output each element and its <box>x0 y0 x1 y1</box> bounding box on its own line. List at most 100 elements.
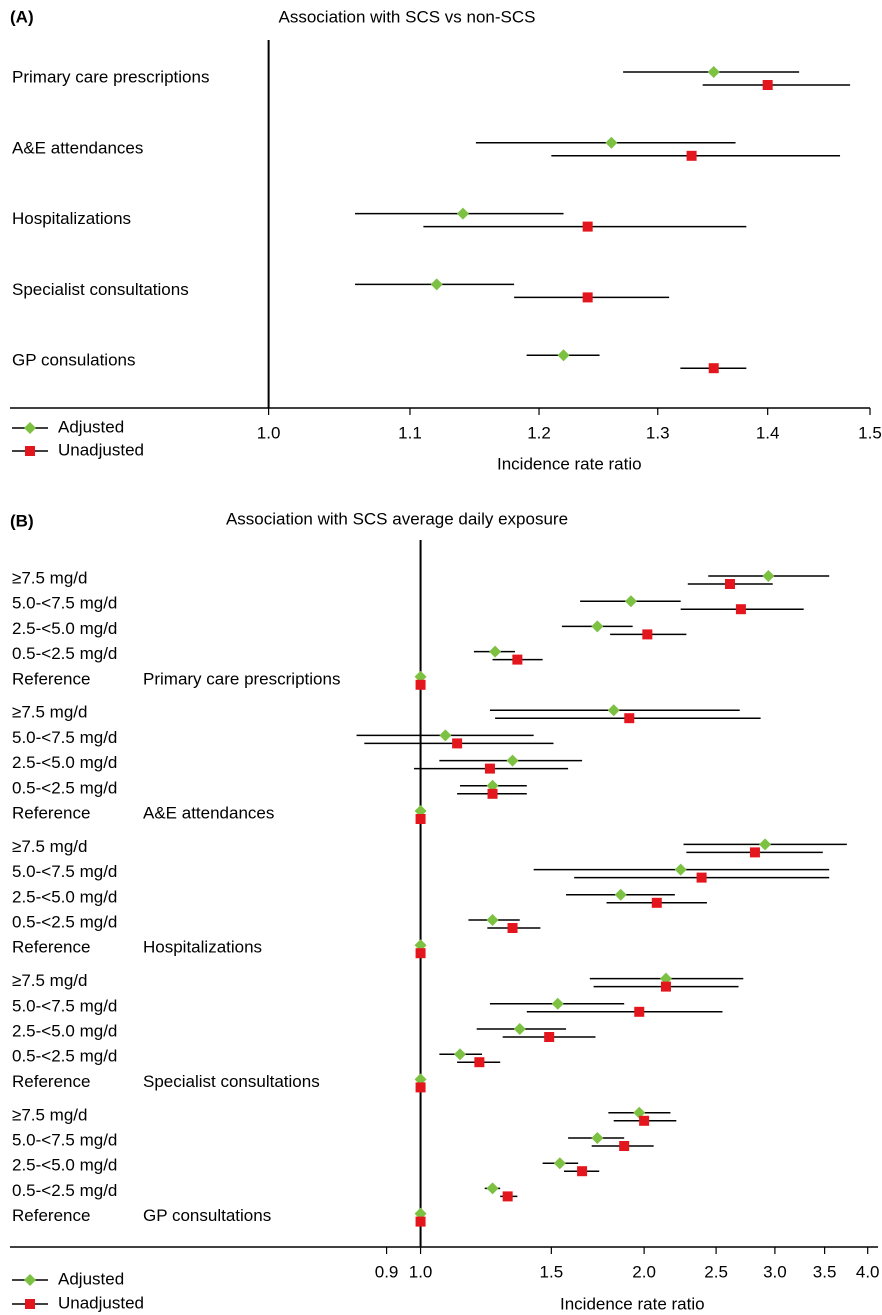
category-label: 5.0-<7.5 mg/d <box>12 862 117 881</box>
point-marker <box>513 1023 526 1035</box>
x-tick-label: 2.5 <box>704 1262 728 1281</box>
point-marker <box>439 729 452 742</box>
x-tick-label: 1.5 <box>858 423 882 442</box>
category-label: 2.5-<5.0 mg/d <box>12 619 117 638</box>
category-label: Reference <box>12 669 90 688</box>
group-label: Specialist consultations <box>143 1072 320 1091</box>
x-tick-label: 2.0 <box>632 1262 656 1281</box>
point-marker <box>724 579 735 589</box>
point-marker <box>415 1216 426 1227</box>
category-label: 5.0-<7.5 mg/d <box>12 996 117 1015</box>
category-label: GP consulations <box>12 351 135 370</box>
point-marker <box>762 80 773 90</box>
chart-title: Association with SCS average daily expos… <box>226 509 568 528</box>
point-marker <box>474 1057 485 1068</box>
legend-marker <box>25 446 35 456</box>
point-marker <box>607 704 620 717</box>
x-tick-label: 3.0 <box>763 1262 787 1281</box>
group-label: Primary care prescriptions <box>143 669 340 688</box>
point-marker <box>415 679 426 690</box>
point-marker <box>686 150 697 161</box>
point-marker <box>506 754 519 767</box>
point-marker <box>735 604 746 615</box>
point-marker <box>415 948 426 959</box>
category-label: Reference <box>12 1206 90 1225</box>
category-label: ≥7.5 mg/d <box>12 703 87 722</box>
x-tick-label: 1.5 <box>540 1262 564 1281</box>
legend-marker <box>24 422 36 434</box>
group-label: GP consultations <box>143 1206 271 1225</box>
category-label: Reference <box>12 1072 90 1091</box>
point-marker <box>553 1157 566 1170</box>
point-marker <box>762 570 775 582</box>
x-tick-label: 0.9 <box>375 1262 399 1281</box>
category-label: 2.5-<5.0 mg/d <box>12 1156 117 1175</box>
category-label: ≥7.5 mg/d <box>12 971 87 990</box>
x-tick-label: 4.0 <box>856 1262 880 1281</box>
x-tick-label: 1.0 <box>257 423 281 442</box>
point-marker <box>660 981 671 992</box>
point-marker <box>415 1082 426 1093</box>
point-marker <box>544 1032 555 1042</box>
point-marker <box>624 595 637 608</box>
group-label: A&E attendances <box>143 803 274 822</box>
point-marker <box>582 292 593 303</box>
category-label: 0.5-<2.5 mg/d <box>12 778 117 797</box>
point-marker <box>619 1141 630 1151</box>
x-axis-label: Incidence rate ratio <box>497 454 642 473</box>
point-marker <box>639 1115 650 1126</box>
point-marker <box>507 923 518 933</box>
point-marker <box>642 629 653 640</box>
point-marker <box>453 1048 466 1061</box>
category-label: ≥7.5 mg/d <box>12 1105 87 1124</box>
category-label: 5.0-<7.5 mg/d <box>12 1130 117 1149</box>
panel-label: (B) <box>10 511 34 530</box>
x-tick-label: 1.3 <box>646 423 670 442</box>
point-marker <box>456 207 469 220</box>
point-marker <box>591 620 604 633</box>
point-marker <box>749 847 760 858</box>
x-tick-label: 1.4 <box>756 423 780 442</box>
group-label: Hospitalizations <box>143 938 262 957</box>
point-marker <box>651 897 662 908</box>
category-label: 5.0-<7.5 mg/d <box>12 594 117 613</box>
legend-marker <box>25 1299 35 1309</box>
category-label: 0.5-<2.5 mg/d <box>12 1047 117 1066</box>
category-label: ≥7.5 mg/d <box>12 837 87 856</box>
category-label: 2.5-<5.0 mg/d <box>12 1021 117 1040</box>
point-marker <box>512 654 523 665</box>
category-label: Reference <box>12 938 90 957</box>
point-marker <box>551 997 564 1010</box>
point-marker <box>634 1006 645 1017</box>
point-marker <box>452 738 463 749</box>
point-marker <box>605 136 618 149</box>
point-marker <box>674 863 687 876</box>
point-marker <box>489 645 502 658</box>
point-marker <box>708 363 719 374</box>
chart-title: Association with SCS vs non-SCS <box>279 7 536 26</box>
category-label: Specialist consultations <box>12 280 189 299</box>
point-marker <box>759 838 772 851</box>
category-label: 2.5-<5.0 mg/d <box>12 887 117 906</box>
point-marker <box>624 713 635 724</box>
point-marker <box>557 349 570 362</box>
x-tick-label: 1.2 <box>527 423 551 442</box>
category-label: ≥7.5 mg/d <box>12 568 87 587</box>
x-tick-label: 1.0 <box>409 1262 433 1281</box>
point-marker <box>430 278 443 291</box>
point-marker <box>486 914 499 926</box>
point-marker <box>591 1132 604 1144</box>
x-axis-label: Incidence rate ratio <box>560 1294 705 1313</box>
x-tick-label: 3.5 <box>813 1262 837 1281</box>
point-marker <box>415 814 426 824</box>
point-marker <box>614 888 627 901</box>
point-marker <box>582 221 593 232</box>
legend-label: Unadjusted <box>58 440 144 459</box>
category-label: 0.5-<2.5 mg/d <box>12 912 117 931</box>
category-label: Hospitalizations <box>12 209 131 228</box>
category-label: 0.5-<2.5 mg/d <box>12 1181 117 1200</box>
point-marker <box>486 1182 499 1195</box>
point-marker <box>707 66 720 78</box>
